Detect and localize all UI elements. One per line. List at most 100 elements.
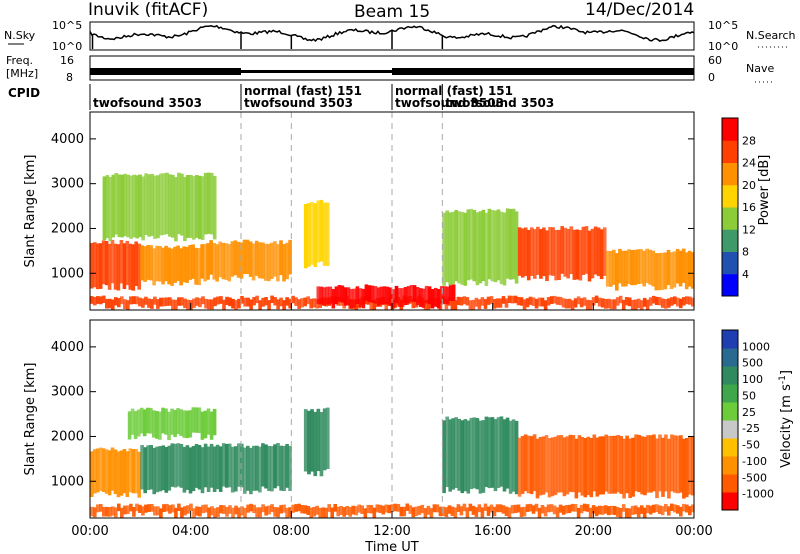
velocity-cell-3-86 — [348, 507, 352, 517]
power-cell-4-34 — [192, 298, 196, 308]
velocity-ytick-3: 4000 — [51, 340, 84, 355]
power-cell-5-17 — [367, 285, 372, 303]
freq-left-tick-top: 16 — [60, 54, 74, 67]
power-cell-4-15 — [135, 296, 139, 305]
power-cell-0-3 — [98, 243, 103, 289]
velocity-cell-1-28 — [224, 443, 229, 488]
power-cell-4-180 — [630, 300, 635, 310]
power-cell-4-12 — [126, 300, 130, 310]
velocity-cell-3-152 — [546, 504, 551, 513]
velocity-cell-3-127 — [471, 505, 476, 515]
velocity-cell-3-81 — [333, 504, 337, 512]
power-cell-4-123 — [459, 297, 464, 306]
velocity-cell-3-189 — [657, 505, 662, 514]
velocity-cell-1-5 — [155, 446, 159, 493]
power-cell-2-22 — [270, 242, 274, 279]
power-cell-5-37 — [427, 286, 432, 305]
freq-label-line1: Freq. — [6, 54, 33, 67]
velocity-cell-5-31 — [610, 435, 614, 494]
power-cell-9-33 — [200, 176, 205, 240]
velocity-cell-5-12 — [553, 436, 558, 496]
velocity-cell-3-136 — [498, 504, 503, 513]
power-cell-1-15 — [185, 246, 189, 283]
velocity-cell-4-2 — [448, 419, 452, 492]
power-panel: 1000 2000 3000 4000 Slant Range [km] — [23, 111, 695, 311]
cpid-segment-0-line2: twofsound 3503 — [93, 96, 202, 110]
velocity-cell-3-188 — [654, 504, 659, 512]
velocity-cell-1-12 — [176, 443, 181, 487]
power-colorbar-swatch-4 — [722, 184, 738, 208]
power-cell-0-11 — [122, 243, 127, 289]
velocity-cell-5-4 — [529, 436, 534, 495]
power-cell-8-7 — [627, 249, 631, 285]
power-cell-4-1 — [93, 297, 97, 306]
power-cell-8-9 — [633, 249, 637, 286]
velocity-cell-3-107 — [411, 507, 416, 518]
velocity-cell-3-79 — [327, 504, 331, 512]
power-cell-1-18 — [194, 247, 198, 285]
power-colorbar-swatch-2 — [722, 229, 738, 252]
power-cell-6-13 — [481, 209, 486, 281]
velocity-colorbar-label: Velocity [m s-1] — [778, 370, 794, 468]
xtick-label-6: 00:00 — [675, 524, 712, 539]
velocity-cell-1-37 — [252, 445, 256, 491]
velocity-cell-1-18 — [194, 444, 199, 488]
power-cell-4-157 — [561, 298, 566, 308]
power-cell-0-2 — [95, 243, 100, 290]
power-cell-7-0 — [517, 227, 522, 276]
velocity-cell-6-28 — [212, 408, 217, 436]
power-cell-5-24 — [388, 287, 393, 306]
velocity-cell-1-49 — [288, 445, 292, 491]
power-ytick-0: 1000 — [51, 266, 84, 281]
power-cell-2-4 — [215, 244, 219, 282]
power-cell-4-187 — [651, 295, 656, 304]
power-cell-4-27 — [171, 299, 175, 310]
power-cell-4-45 — [225, 296, 229, 305]
power-cell-6-12 — [478, 211, 483, 284]
velocity-cell-3-148 — [534, 503, 539, 512]
velocity-cell-3-157 — [561, 505, 566, 515]
velocity-cell-3-112 — [426, 505, 431, 515]
velocity-cell-5-10 — [547, 438, 552, 498]
velocity-colorbar: 1000 500 100 50 25 -25 -50 -100 -500 -1000 — [721, 329, 774, 511]
velocity-cell-4-19 — [499, 416, 504, 487]
velocity-colorbar-frame — [721, 329, 739, 511]
power-cell-6-11 — [475, 212, 480, 286]
velocity-cell-3-118 — [444, 507, 449, 517]
velocity-cell-3-177 — [621, 504, 626, 512]
velocity-cell-4-6 — [460, 420, 465, 494]
power-colorbar-tick-2: 12 — [742, 223, 756, 236]
velocity-cell-4-10 — [472, 417, 477, 489]
power-cell-4-55 — [255, 295, 259, 304]
xtick-label-2: 08:00 — [273, 524, 310, 539]
velocity-mode-lines — [240, 320, 443, 518]
noise-dips — [91, 30, 444, 49]
velocity-cell-3-12 — [126, 505, 130, 514]
power-cell-8-17 — [657, 253, 662, 291]
power-cell-4-190 — [660, 298, 665, 308]
power-cell-4-129 — [477, 299, 482, 310]
velocity-cell-1-14 — [182, 446, 187, 493]
velocity-cell-5-57 — [688, 436, 692, 495]
velocity-cell-3-0 — [90, 506, 94, 517]
velocity-cell-4-14 — [484, 416, 489, 487]
power-cell-4-197 — [682, 297, 686, 306]
velocity-colorbar-swatch-6 — [722, 384, 738, 403]
power-cell-6-5 — [457, 211, 461, 284]
power-cell-9-28 — [186, 175, 190, 238]
power-cell-4-131 — [483, 299, 488, 309]
power-cell-4-167 — [591, 297, 596, 306]
power-cell-1-6 — [158, 246, 162, 282]
power-cell-9-2 — [108, 177, 113, 242]
power-cell-4-193 — [670, 297, 674, 306]
power-cell-3-0 — [303, 204, 308, 269]
velocity-cell-3-36 — [198, 506, 202, 517]
power-cell-4-162 — [576, 296, 581, 305]
velocity-cell-3-102 — [396, 504, 401, 512]
power-cell-4-93 — [369, 300, 374, 310]
velocity-cell-1-22 — [206, 446, 211, 492]
velocity-cell-6-3 — [136, 409, 141, 437]
power-cell-4-124 — [462, 296, 467, 305]
velocity-cell-1-35 — [246, 445, 250, 491]
power-cell-4-130 — [480, 297, 485, 306]
